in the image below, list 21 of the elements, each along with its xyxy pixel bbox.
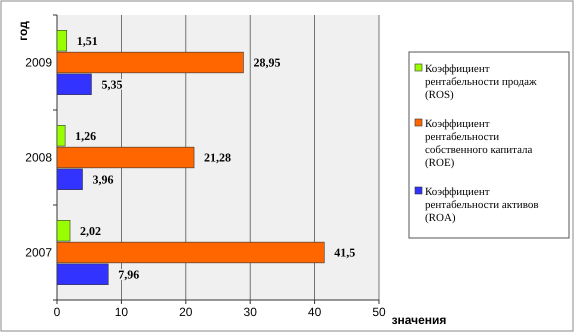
x-tick-label: 10 [114,305,128,319]
x-tick-label: 50 [372,305,386,319]
legend-label: Коэффициент рентабельности собственного капитала (ROE) [425,118,533,169]
legend-label: Коэффициент рентабельности продаж (ROS) [425,63,537,101]
data-label: 21,28 [204,150,232,165]
x-tick-label: 30 [244,305,258,319]
data-label: 41,5 [334,246,356,260]
y-tick-label: 2008 [25,150,52,165]
data-label: 28,95 [253,56,280,70]
x-tick-label: 20 [179,305,193,319]
x-tick-label: 0 [54,305,61,319]
y-axis-title: год [16,20,30,41]
data-label: 3,96 [92,172,114,187]
y-tick-label: 2009 [25,56,52,70]
data-label: 1,26 [75,128,96,143]
legend-label: Коэффициент рентабельности активов (ROA) [425,186,539,224]
x-tick-label: 40 [308,305,322,319]
data-label: 2,02 [80,224,102,238]
x-axis-title: значения [392,313,446,327]
y-tick-label: 2007 [25,246,52,260]
data-label: 1,51 [76,34,98,48]
